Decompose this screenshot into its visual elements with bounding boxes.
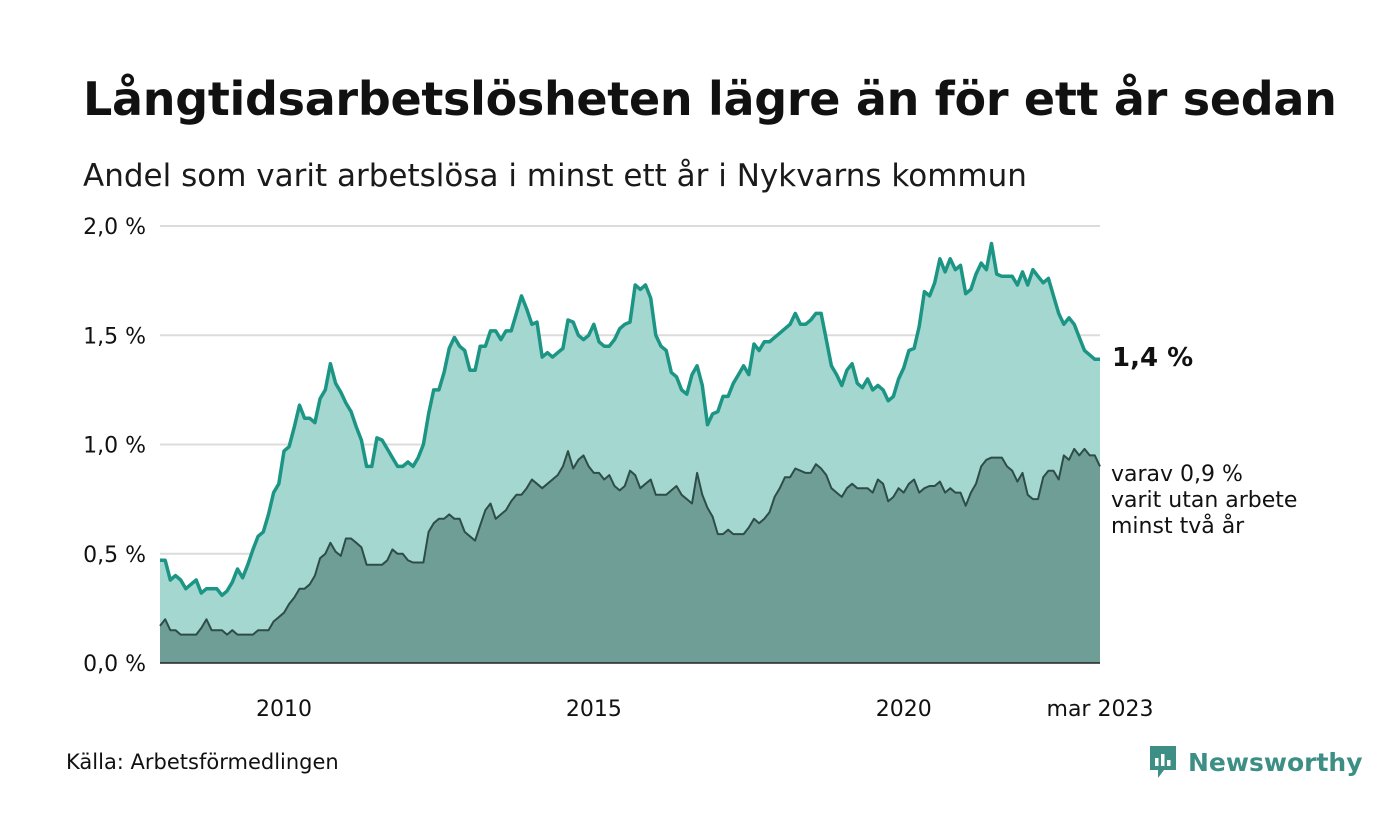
series-line-long-term	[159, 447, 1101, 636]
y-tick-label: 0,5 %	[83, 543, 146, 568]
brand-name: Newsworthy	[1188, 747, 1363, 777]
series-area-long-term	[160, 448, 1100, 663]
bar-chart-icon	[1150, 746, 1176, 778]
x-tick-label: 2020	[876, 697, 932, 722]
y-tick-label: 0,0 %	[83, 652, 146, 677]
x-axis-ticks: 2010 2015 2020 mar 2023	[256, 697, 1154, 722]
sub-series-label: varav 0,9 % varit utan arbete minst två …	[1111, 462, 1297, 540]
brand-logo[interactable]: Newsworthy	[1148, 744, 1363, 780]
series-line-total	[160, 241, 1100, 598]
sub-series-label-line-2: varit utan arbete	[1111, 488, 1298, 513]
x-tick-label: 2010	[256, 697, 312, 722]
y-axis-ticks: 0,0 % 0,5 % 1,0 % 1,5 % 2,0 %	[83, 215, 146, 677]
end-value-label: 1,4 %	[1112, 343, 1194, 373]
y-tick-label: 1,5 %	[83, 324, 146, 349]
chart-subtitle: Andel som varit arbetslösa i minst ett å…	[83, 158, 1027, 194]
x-tick-label-end: mar 2023	[1047, 697, 1154, 722]
y-tick-label: 1,0 %	[83, 434, 146, 459]
sub-series-label-line-1: varav 0,9 %	[1111, 462, 1243, 487]
source-note: Källa: Arbetsförmedlingen	[66, 750, 339, 774]
series-areas	[159, 241, 1101, 664]
sub-series-label-line-3: minst två år	[1111, 514, 1245, 539]
y-tick-label: 2,0 %	[83, 215, 146, 240]
chart-title: Långtidsarbetslösheten lägre än för ett …	[83, 72, 1337, 126]
x-tick-label: 2015	[566, 697, 622, 722]
